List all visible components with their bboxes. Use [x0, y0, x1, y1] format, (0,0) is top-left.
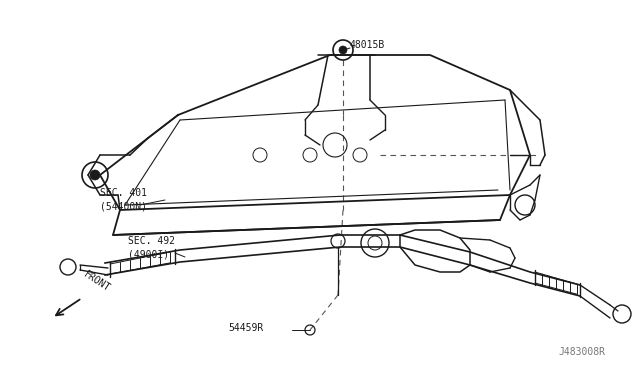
Circle shape: [339, 46, 347, 54]
Text: FRONT: FRONT: [82, 270, 112, 294]
Text: 54459R: 54459R: [228, 323, 263, 333]
Circle shape: [90, 170, 100, 180]
Text: 48015B: 48015B: [350, 40, 385, 50]
Text: J483008R: J483008R: [559, 347, 606, 356]
Text: SEC. 492
(4900I): SEC. 492 (4900I): [128, 236, 175, 260]
Text: SEC. 401
(54400N): SEC. 401 (54400N): [100, 188, 147, 212]
